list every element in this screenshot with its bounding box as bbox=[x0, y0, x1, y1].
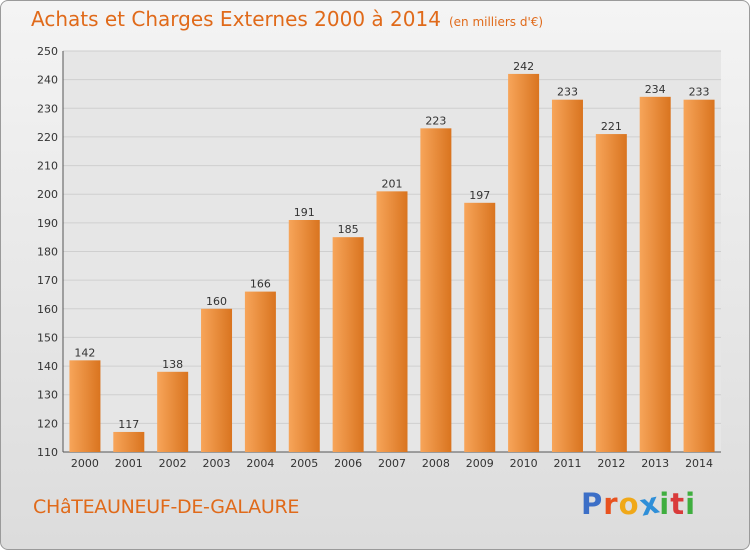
chart-subtitle: (en milliers d'€) bbox=[448, 15, 544, 29]
y-tick-label: 200 bbox=[37, 188, 58, 201]
x-tick-label-2001: 2001 bbox=[115, 457, 143, 470]
bar-2011 bbox=[551, 99, 583, 452]
x-tick-label-2000: 2000 bbox=[71, 457, 99, 470]
logo-letter: P bbox=[581, 487, 604, 521]
logo-letter: i bbox=[685, 487, 697, 521]
x-tick-label-2009: 2009 bbox=[466, 457, 494, 470]
proxiti-logo: Proxiti bbox=[581, 485, 697, 522]
y-tick-label: 130 bbox=[37, 389, 58, 402]
y-tick-label: 180 bbox=[37, 246, 58, 259]
x-tick-label-2004: 2004 bbox=[246, 457, 274, 470]
x-tick-label-2007: 2007 bbox=[378, 457, 406, 470]
value-label-2014: 233 bbox=[689, 86, 710, 99]
y-tick-label: 140 bbox=[37, 360, 58, 373]
bar-2005 bbox=[288, 219, 320, 452]
value-label-2011: 233 bbox=[557, 86, 578, 99]
value-label-2009: 197 bbox=[469, 189, 490, 202]
bar-2010 bbox=[508, 73, 540, 453]
value-label-2001: 117 bbox=[118, 418, 139, 431]
bar-2012 bbox=[595, 134, 627, 453]
x-tick-label-2002: 2002 bbox=[159, 457, 187, 470]
labels: 110 120 130 140 150 160 170 180 190 200 210 220 230 2… bbox=[37, 45, 713, 470]
x-tick-label-2008: 2008 bbox=[422, 457, 450, 470]
y-tick-label: 110 bbox=[37, 446, 58, 459]
bar-2004 bbox=[244, 291, 276, 452]
value-label-2004: 166 bbox=[250, 278, 271, 291]
y-tick-label: 160 bbox=[37, 303, 58, 316]
y-tick-label: 230 bbox=[37, 102, 58, 115]
value-label-2012: 221 bbox=[601, 120, 622, 133]
x-tick-label-2011: 2011 bbox=[553, 457, 581, 470]
value-label-2008: 223 bbox=[425, 114, 446, 127]
x-tick-label-2014: 2014 bbox=[685, 457, 713, 470]
y-tick-label: 190 bbox=[37, 217, 58, 230]
value-label-2010: 242 bbox=[513, 60, 534, 73]
x-tick-label-2010: 2010 bbox=[510, 457, 538, 470]
logo-letter: o bbox=[618, 487, 640, 521]
logo-letter: r bbox=[603, 487, 619, 521]
x-tick-label-2012: 2012 bbox=[597, 457, 625, 470]
bar-2000 bbox=[69, 360, 101, 452]
bar-2014 bbox=[683, 99, 715, 452]
x-tick-label-2013: 2013 bbox=[641, 457, 669, 470]
bar-2003 bbox=[201, 308, 233, 452]
bar-2008 bbox=[420, 128, 452, 452]
bars bbox=[69, 73, 715, 453]
chart-title-text: Achats et Charges Externes 2000 à 2014 bbox=[31, 7, 441, 31]
y-tick-label: 240 bbox=[37, 74, 58, 87]
bar-2009 bbox=[464, 202, 496, 452]
value-label-2006: 185 bbox=[338, 223, 359, 236]
x-tick-label-2003: 2003 bbox=[203, 457, 231, 470]
y-tick-label: 120 bbox=[37, 417, 58, 430]
x-tick-label-2006: 2006 bbox=[334, 457, 362, 470]
chart-title: Achats et Charges Externes 2000 à 2014 (e… bbox=[31, 7, 543, 31]
y-tick-label: 220 bbox=[37, 131, 58, 144]
y-tick-label: 250 bbox=[37, 45, 58, 58]
bar-2013 bbox=[639, 96, 671, 452]
bar-2007 bbox=[376, 191, 408, 452]
y-tick-label: 210 bbox=[37, 160, 58, 173]
bar-2001 bbox=[113, 431, 145, 452]
y-tick-label: 150 bbox=[37, 331, 58, 344]
value-label-2013: 234 bbox=[645, 83, 666, 96]
value-label-2007: 201 bbox=[382, 177, 403, 190]
logo-letter: i bbox=[659, 487, 671, 521]
commune-name: CHâTEAUNEUF-DE-GALAURE bbox=[33, 496, 300, 518]
value-label-2005: 191 bbox=[294, 206, 315, 219]
y-tick-label: 170 bbox=[37, 274, 58, 287]
logo-letter: t bbox=[670, 487, 686, 521]
value-label-2000: 142 bbox=[74, 346, 95, 359]
bar-2002 bbox=[157, 371, 189, 452]
x-tick-label-2005: 2005 bbox=[290, 457, 318, 470]
value-label-2003: 160 bbox=[206, 295, 227, 308]
bar-2006 bbox=[332, 237, 364, 452]
value-label-2002: 138 bbox=[162, 358, 183, 371]
